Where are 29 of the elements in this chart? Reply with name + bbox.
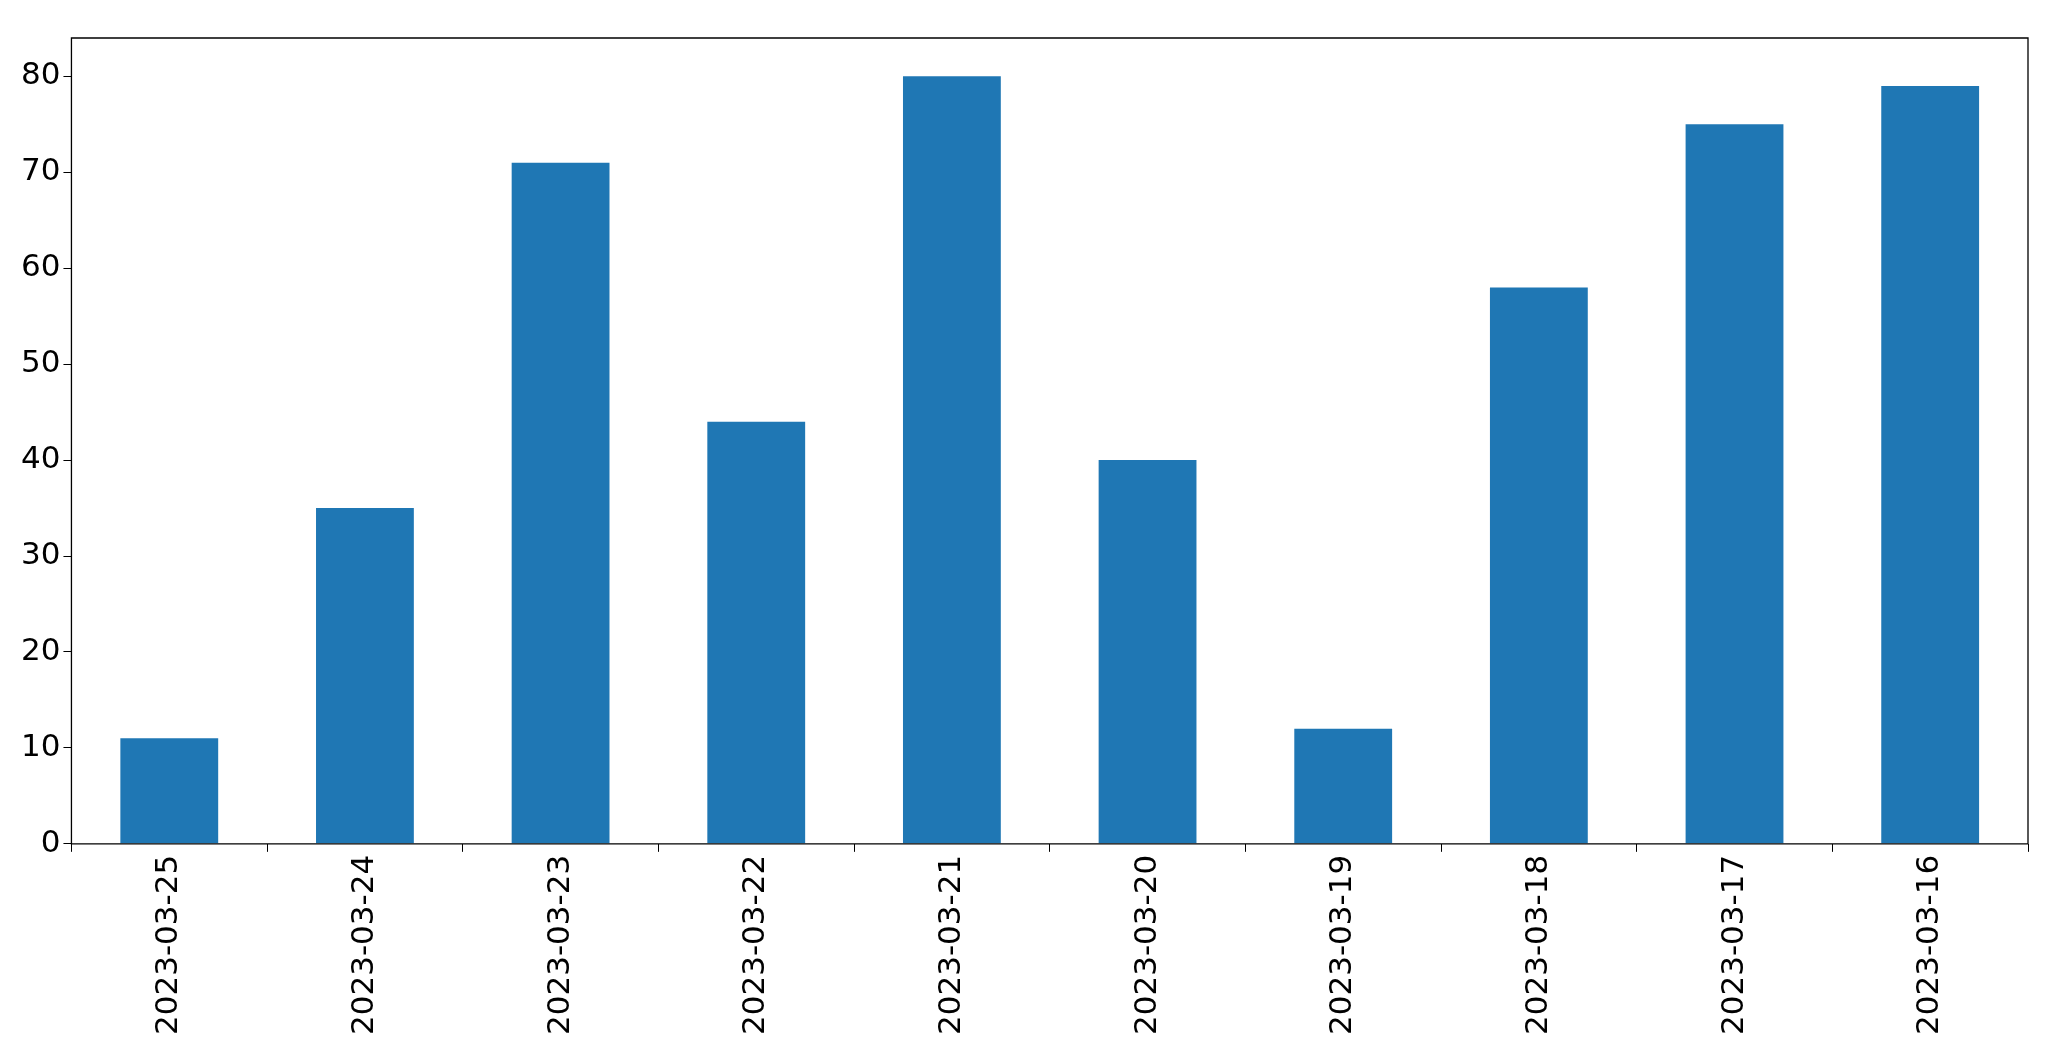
bar <box>1098 460 1197 844</box>
x-tick-label: 2023-03-20 <box>1126 854 1163 1036</box>
bar <box>1489 287 1588 844</box>
y-tick-label: 70 <box>20 151 61 188</box>
x-tick-label: 2023-03-25 <box>148 854 185 1036</box>
x-tick-label: 2023-03-18 <box>1517 854 1554 1036</box>
y-tick-label: 0 <box>40 822 61 859</box>
y-tick-label: 60 <box>20 247 61 284</box>
x-tick-label: 2023-03-19 <box>1322 854 1359 1036</box>
bar <box>902 76 1001 844</box>
y-tick-label: 80 <box>20 55 61 92</box>
bar <box>120 738 219 844</box>
bar <box>511 162 610 844</box>
x-tick-label: 2023-03-16 <box>1909 854 1946 1036</box>
x-tick-label: 2023-03-17 <box>1713 854 1750 1036</box>
y-tick-label: 20 <box>20 631 61 668</box>
bar <box>316 508 414 844</box>
bar <box>1685 124 1784 844</box>
y-tick-label: 30 <box>20 535 61 572</box>
bar <box>1881 85 1980 844</box>
x-tick-label: 2023-03-22 <box>735 854 772 1036</box>
y-tick-label: 40 <box>20 439 61 476</box>
bar <box>707 421 806 844</box>
x-tick-label: 2023-03-23 <box>539 854 576 1036</box>
bar <box>1294 728 1393 844</box>
y-tick-label: 50 <box>20 343 61 380</box>
y-tick-label: 10 <box>20 726 61 763</box>
x-tick-label: 2023-03-21 <box>930 854 967 1036</box>
x-tick-label: 2023-03-24 <box>343 854 380 1036</box>
